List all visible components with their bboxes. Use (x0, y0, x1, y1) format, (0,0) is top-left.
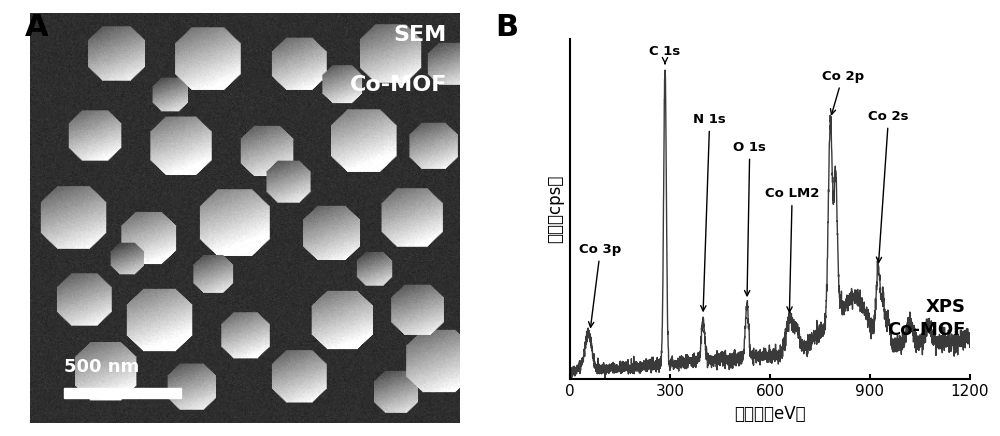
Text: B: B (495, 13, 518, 42)
Text: A: A (25, 13, 49, 42)
Text: XPS
Co-MOF: XPS Co-MOF (888, 298, 966, 338)
Text: Co 2s: Co 2s (868, 110, 909, 262)
Text: Co LM2: Co LM2 (765, 187, 819, 312)
Text: Co 3p: Co 3p (579, 243, 622, 327)
Text: C 1s: C 1s (649, 45, 681, 64)
Text: O 1s: O 1s (733, 141, 766, 296)
X-axis label: 结合能（eV）: 结合能（eV） (734, 405, 806, 423)
Text: Co 2p: Co 2p (822, 69, 864, 115)
Bar (64, 388, 180, 399)
Text: Co-MOF: Co-MOF (350, 75, 447, 95)
Text: SEM: SEM (394, 25, 447, 45)
Text: N 1s: N 1s (693, 113, 726, 311)
Y-axis label: 强度（cps）: 强度（cps） (546, 175, 564, 243)
Text: 500 nm: 500 nm (64, 358, 140, 376)
